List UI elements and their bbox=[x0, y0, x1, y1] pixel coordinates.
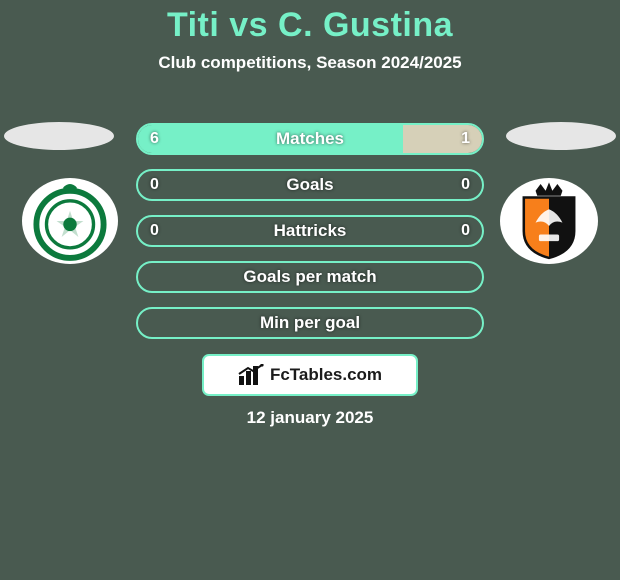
page-subtitle: Club competitions, Season 2024/2025 bbox=[0, 53, 620, 73]
stat-label: Hattricks bbox=[274, 221, 347, 241]
page-title: Titi vs C. Gustina bbox=[0, 0, 620, 45]
stat-row-hattricks: Hattricks 0 0 bbox=[136, 215, 484, 247]
flag-left bbox=[4, 122, 114, 150]
flag-right bbox=[506, 122, 616, 150]
stat-label: Goals bbox=[286, 175, 333, 195]
stat-label: Matches bbox=[276, 129, 344, 149]
stat-value-left: 6 bbox=[150, 130, 159, 148]
crest-left bbox=[22, 178, 118, 264]
crest-right-svg bbox=[507, 179, 591, 263]
stat-bars: Matches 6 1 Goals 0 0 Hattricks 0 0 Goals per mat… bbox=[136, 123, 484, 353]
crest-right bbox=[500, 178, 598, 264]
crest-left-svg bbox=[28, 179, 112, 263]
brand-badge: FcTables.com bbox=[202, 354, 418, 396]
stat-row-goals: Goals 0 0 bbox=[136, 169, 484, 201]
stat-row-matches: Matches 6 1 bbox=[136, 123, 484, 155]
stat-value-left: 0 bbox=[150, 222, 159, 240]
chart-icon bbox=[238, 364, 264, 386]
stat-fill-left bbox=[138, 125, 403, 153]
stat-row-mpg: Min per goal bbox=[136, 307, 484, 339]
stat-fill-right bbox=[403, 125, 482, 153]
footer-date: 12 january 2025 bbox=[0, 408, 620, 428]
stat-value-right: 1 bbox=[461, 130, 470, 148]
brand-text: FcTables.com bbox=[270, 365, 382, 385]
comparison-card: Titi vs C. Gustina Club competitions, Se… bbox=[0, 0, 620, 580]
stat-value-left: 0 bbox=[150, 176, 159, 194]
stat-row-gpm: Goals per match bbox=[136, 261, 484, 293]
stat-value-right: 0 bbox=[461, 222, 470, 240]
stat-label: Min per goal bbox=[260, 313, 360, 333]
stat-label: Goals per match bbox=[243, 267, 376, 287]
stat-value-right: 0 bbox=[461, 176, 470, 194]
